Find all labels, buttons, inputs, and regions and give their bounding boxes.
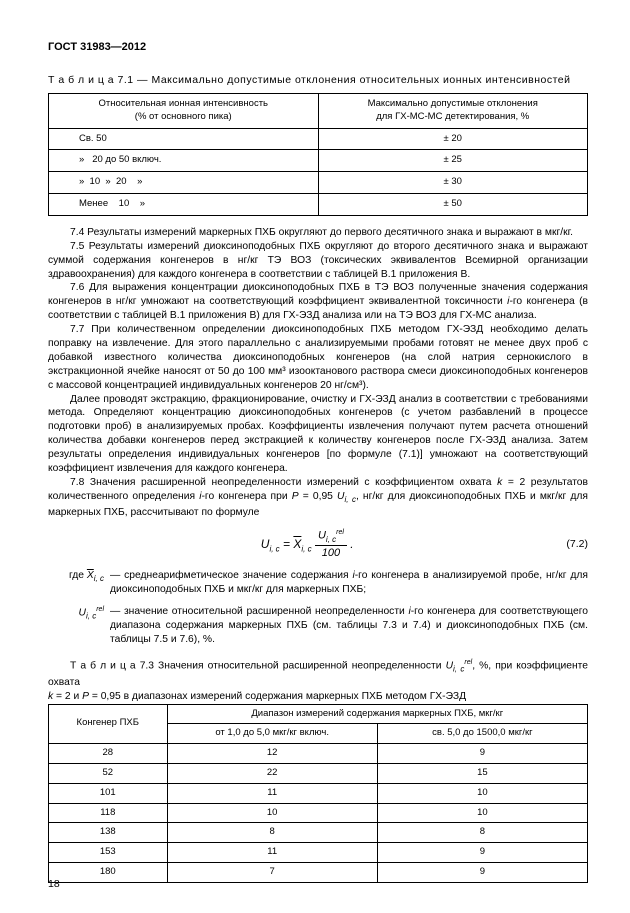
table-row: 522215 [49, 763, 588, 783]
page-number: 18 [48, 877, 60, 891]
para-7-7b: Далее проводят экстракцию, фракционирова… [48, 393, 588, 476]
table-row: Св. 50± 20 [49, 128, 588, 150]
table-7-3: Конгенер ПХБ Диапазон измерений содержан… [48, 704, 588, 883]
para-7-7: 7.7 При количественном определении диокс… [48, 323, 588, 392]
table-row: 18079 [49, 863, 588, 883]
t2-head-r2: св. 5,0 до 1500,0 мкг/кг [377, 724, 587, 744]
t2-head-range: Диапазон измерений содержания маркерных … [167, 704, 587, 724]
table-label: Т а б л и ц а 7.1 [48, 74, 134, 86]
table-row: 1011110 [49, 783, 588, 803]
t2-head-r1: от 1,0 до 5,0 мкг/кг включ. [167, 724, 377, 744]
table-row: 1181010 [49, 803, 588, 823]
formula-7-2: Ui, c = Xi, c Ui, crel100 . (7.2) [48, 528, 588, 561]
table-7-3-caption: Т а б л и ц а 7.3 Значения относительной… [48, 658, 588, 689]
table-row: » 10 » 20 »± 30 [49, 172, 588, 194]
table-7-1: Относительная ионная интенсивность (% от… [48, 93, 588, 216]
t2-head-congener: Конгенер ПХБ [49, 704, 168, 744]
table-row: 28129 [49, 744, 588, 764]
table-caption-text: — Максимально допустимые отклонения отно… [134, 74, 571, 86]
para-7-4: 7.4 Результаты измерений маркерных ПХБ о… [48, 226, 588, 240]
table-row: 13888 [49, 823, 588, 843]
table-row: 153119 [49, 843, 588, 863]
t1-head-left: Относительная ионная интенсивность (% от… [49, 94, 319, 129]
table-7-1-caption: Т а б л и ц а 7.1 — Максимально допустим… [48, 73, 588, 87]
table-row: » 20 до 50 включ.± 25 [49, 150, 588, 172]
where-1: где Xi, c — среднеарифметическое значени… [48, 569, 588, 597]
page: ГОСТ 31983—2012 Т а б л и ц а 7.1 — Макс… [0, 0, 630, 913]
where-2: Ui, crel — значение относительной расшир… [48, 605, 588, 647]
table-row: Менее 10 »± 50 [49, 194, 588, 216]
para-7-5: 7.5 Результаты измерений диоксиноподобны… [48, 240, 588, 282]
t1-head-right: Максимально допустимые отклонения для ГХ… [318, 94, 588, 129]
document-header: ГОСТ 31983—2012 [48, 40, 588, 55]
para-7-6: 7.6 Для выражения концентрации диоксиноп… [48, 281, 588, 323]
formula-number: (7.2) [566, 537, 588, 551]
formula-body: Ui, c = Xi, c Ui, crel100 . [48, 528, 566, 561]
para-7-8: 7.8 Значения расширенной неопределенност… [48, 476, 588, 520]
